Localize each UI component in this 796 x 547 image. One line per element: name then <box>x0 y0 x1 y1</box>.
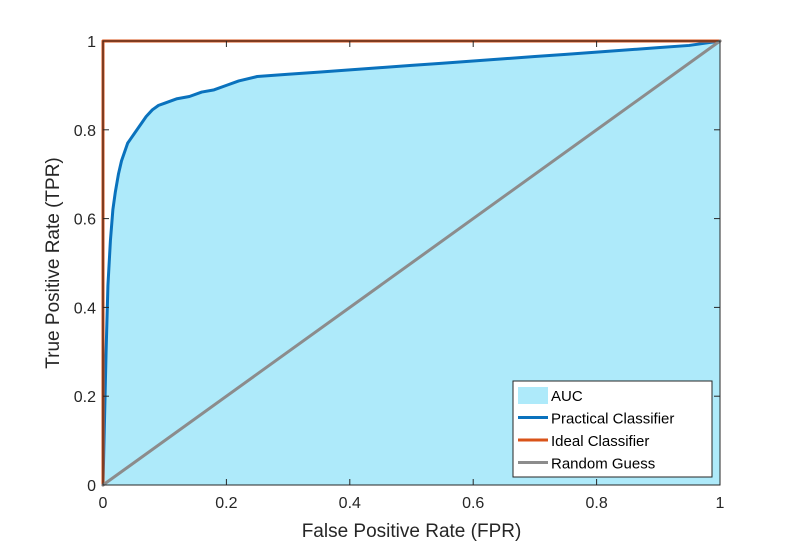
x-tick-label: 0 <box>99 495 108 512</box>
y-tick-label: 0.4 <box>74 300 96 317</box>
y-axis-label: True Positive Rate (TPR) <box>43 157 64 369</box>
y-tick-label: 0 <box>87 478 96 495</box>
legend-label-practical-classifier: Practical Classifier <box>551 411 674 428</box>
x-tick-label: 0.8 <box>585 495 607 512</box>
y-tick-label: 0.6 <box>74 212 96 229</box>
series-line-random-guess <box>101 39 722 487</box>
legend-label-auc: AUC <box>551 388 583 405</box>
x-tick-label: 1 <box>716 495 725 512</box>
legend: AUC Practical Classifier Ideal Classifier R… <box>512 380 713 478</box>
x-tick-label: 0.4 <box>339 495 361 512</box>
y-tick-label: 1 <box>87 34 96 51</box>
x-axis-label: False Positive Rate (FPR) <box>302 521 522 542</box>
legend-label-random-guess: Random Guess <box>551 456 655 473</box>
legend-label-ideal-classifier: Ideal Classifier <box>551 433 649 450</box>
x-tick-label: 0.2 <box>215 495 237 512</box>
legend-swatch-auc <box>518 387 548 404</box>
y-tick-label: 0.2 <box>74 389 96 406</box>
ticks-layer: 0 0.2 0.4 0.6 0.8 1 0 0.2 0.4 0.6 0.8 1 <box>74 34 725 512</box>
x-tick-label: 0.6 <box>462 495 484 512</box>
axes-box <box>102 40 721 486</box>
y-tick-label: 0.8 <box>74 123 96 140</box>
series-line-practical-classifier <box>101 39 722 487</box>
